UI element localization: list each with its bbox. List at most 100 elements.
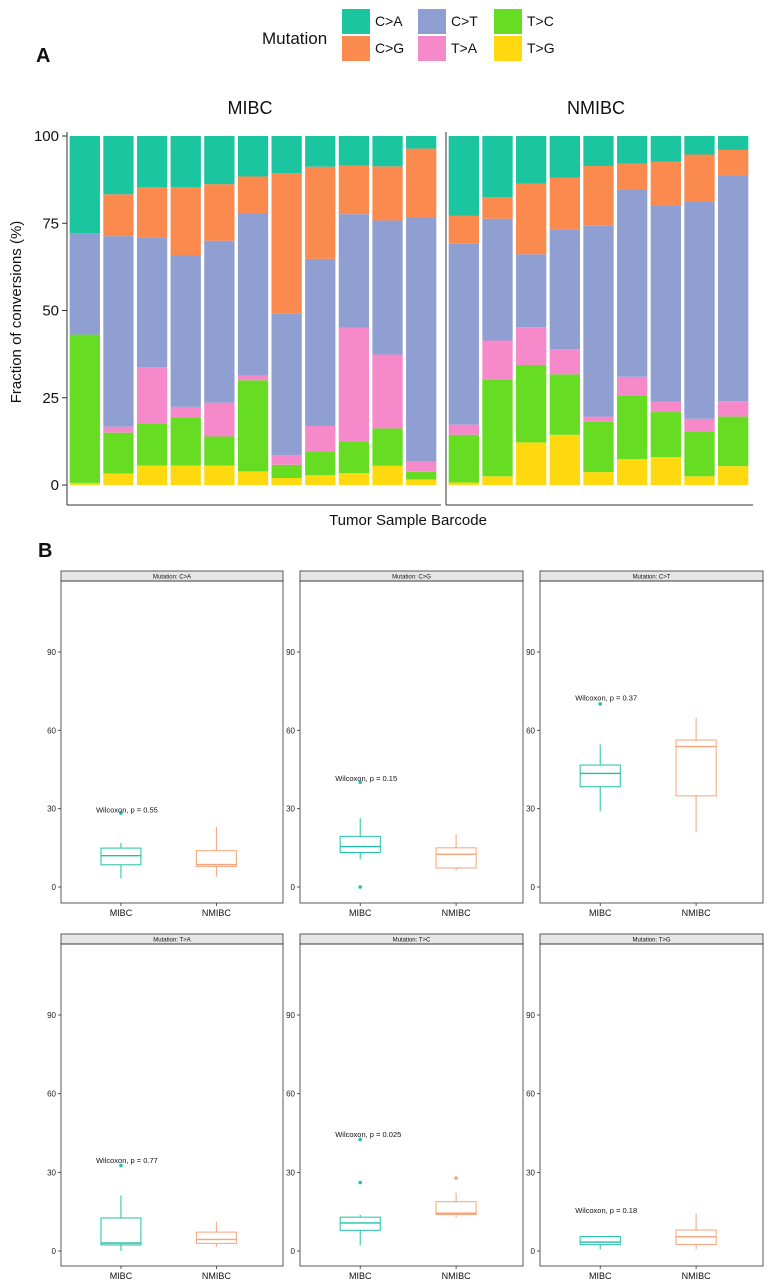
bar-segment-mibc-6-ctog (237, 176, 269, 214)
box-mibc (339, 780, 381, 889)
bar-segment-mibc-10-ctog (372, 166, 403, 221)
wilcoxon-pvalue: Wilcoxon, p = 0.55 (96, 806, 158, 815)
bar-segment-nmibc-9-ctot (718, 175, 749, 402)
bar-segment-mibc-2-ttoc (103, 432, 134, 474)
bar-segment-nmibc-5-ttoc (583, 421, 614, 473)
bar-segment-nmibc-9-ctog (718, 149, 749, 176)
box-x-tick-label-mibc: MIBC (349, 1271, 372, 1281)
bar-segment-mibc-5-ctot (204, 240, 235, 403)
bar-segment-nmibc-1-ctoa (448, 136, 479, 216)
legend-label-ttoc: T>C (527, 13, 554, 29)
bar-segment-nmibc-4-ctoa (549, 136, 580, 178)
box-mibc (339, 1137, 381, 1246)
bar-segment-nmibc-7-ctoa (650, 136, 681, 162)
bar-segment-mibc-10-ttoa (372, 354, 403, 429)
bar-segment-mibc-2-ttoa (103, 426, 134, 433)
box-y-tick-label: 30 (47, 805, 56, 814)
bar-segment-nmibc-4-ttoa (549, 349, 580, 375)
facet-strip-title: Mutation: T>G (632, 938, 670, 944)
bar-segment-nmibc-1-ttog (448, 482, 479, 485)
box-iqr (435, 847, 477, 869)
legend-label-ttog: T>G (527, 40, 555, 56)
box-iqr (579, 764, 621, 788)
bar-segment-nmibc-1-ctot (448, 243, 479, 425)
bar-segment-mibc-7-ttoc (271, 464, 302, 479)
legend-key-ctot (418, 9, 446, 34)
box-y-tick-label: 30 (526, 805, 535, 814)
bar-segment-mibc-8-ttoc (305, 451, 336, 476)
bar-segment-mibc-4-ctog (170, 187, 201, 256)
bar-segment-mibc-10-ttoc (372, 428, 403, 466)
box-nmibc (195, 1221, 237, 1248)
box-facet-mutation-ctot: Mutation: C>T 0 30 60 90 MIBC NMIBC Wilcoxon, p… (526, 570, 764, 918)
bar-segment-mibc-9-ctoa (338, 136, 370, 166)
box-y-tick-label: 60 (286, 1090, 295, 1099)
wilcoxon-pvalue: Wilcoxon, p = 0.15 (335, 774, 397, 783)
box-iqr (100, 1217, 142, 1246)
legend-key-ttoc (494, 9, 522, 34)
box-y-tick-label: 0 (531, 1247, 536, 1256)
bar-segment-nmibc-1-ttoc (448, 434, 479, 483)
wilcoxon-pvalue: Wilcoxon, p = 0.77 (96, 1156, 158, 1165)
bar-segment-mibc-4-ttoa (170, 406, 201, 418)
box-mibc (579, 702, 621, 812)
facet-panel-border (299, 943, 524, 1267)
box-y-tick-label: 30 (47, 1168, 56, 1177)
bar-segment-mibc-4-ctot (170, 255, 201, 407)
facet-strip-title: Mutation: T>C (393, 938, 431, 944)
bar-segment-nmibc-2-ctot (482, 218, 513, 341)
bar-segment-nmibc-4-ctog (549, 177, 580, 230)
bar-segment-nmibc-3-ttoc (516, 364, 547, 443)
box-facet-mutation-ctoa: Mutation: C>A 0 30 60 90 MIBC NMIBC Wilcoxon, p… (47, 570, 284, 918)
bar-segment-mibc-4-ttoc (170, 417, 201, 466)
box-nmibc (195, 826, 237, 877)
bar-segment-mibc-11-ctot (406, 216, 437, 462)
bar-segment-mibc-5-ctoa (204, 136, 235, 185)
stacked-y-tick-label: 25 (42, 390, 59, 407)
box-y-tick-label: 30 (286, 805, 295, 814)
facet-panel-border (539, 580, 764, 904)
legend-title: Mutation (262, 29, 327, 48)
bar-segment-mibc-8-ctog (305, 166, 336, 259)
bar-segment-nmibc-1-ttoa (448, 424, 479, 435)
box-mibc (579, 1236, 621, 1250)
bar-segment-nmibc-9-ttog (718, 466, 749, 485)
box-y-tick-label: 60 (526, 1090, 535, 1099)
bar-segment-nmibc-6-ttog (617, 459, 648, 485)
box-x-tick-label-nmibc: NMIBC (682, 908, 712, 918)
box-x-tick-label-mibc: MIBC (349, 908, 372, 918)
legend-label-ctoa: C>A (375, 13, 403, 29)
facet-title-nmibc: NMIBC (567, 98, 625, 118)
box-plot-grid: Mutation: C>A 0 30 60 90 MIBC NMIBC Wilcoxon, p… (47, 570, 764, 1281)
box-y-tick-label: 90 (526, 1011, 535, 1020)
box-nmibc (675, 1213, 717, 1250)
box-x-tick-label-nmibc: NMIBC (442, 908, 472, 918)
mutation-legend: Mutation C>A C>T T>C C>G T>A T>G (262, 9, 555, 61)
facet-strip-title: Mutation: C>A (153, 575, 191, 581)
bar-segment-mibc-3-ttoa (136, 367, 168, 424)
panel-a-label: A (36, 45, 50, 67)
bar-segment-mibc-5-ttoa (204, 402, 235, 437)
box-x-tick-label-mibc: MIBC (110, 908, 133, 918)
wilcoxon-pvalue: Wilcoxon, p = 0.025 (335, 1130, 401, 1139)
bar-segment-mibc-8-ctoa (305, 136, 336, 167)
bar-segment-nmibc-6-ctog (617, 163, 648, 190)
facet-panel-border (539, 943, 764, 1267)
outlier-point (358, 1137, 363, 1142)
box-nmibc (435, 1176, 477, 1218)
bar-segment-mibc-7-ttoa (271, 455, 302, 465)
bar-segment-nmibc-6-ttoa (617, 376, 648, 396)
facet-title-mibc: MIBC (228, 98, 273, 118)
bar-segment-nmibc-5-ctog (583, 166, 614, 226)
bar-segment-nmibc-5-ctot (583, 225, 614, 417)
bar-segment-nmibc-4-ctot (549, 229, 580, 350)
outlier-point (358, 780, 363, 785)
bar-segment-nmibc-9-ttoc (718, 416, 749, 467)
bar-segment-nmibc-3-ctot (516, 254, 547, 328)
box-y-tick-label: 60 (526, 726, 535, 735)
stacked-bar-chart: Fraction of conversions (%) Tumor Sample… (8, 98, 753, 529)
bar-segment-mibc-1-ctoa (69, 136, 100, 234)
bar-segment-nmibc-1-ctog (448, 215, 479, 244)
bar-segment-nmibc-6-ctot (617, 189, 648, 377)
outlier-point (358, 1180, 363, 1185)
